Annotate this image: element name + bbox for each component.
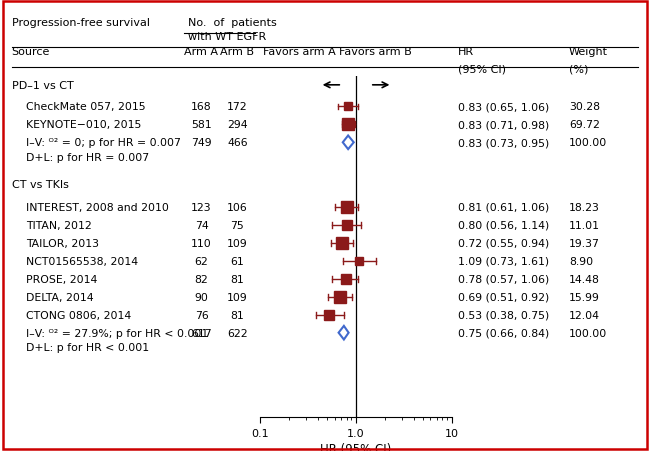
Text: TAILOR, 2013: TAILOR, 2013 [26,238,99,249]
Text: DELTA, 2014: DELTA, 2014 [26,292,94,302]
Text: (%): (%) [569,64,588,74]
Text: I–V: ᴼ² = 0; p for HR = 0.007: I–V: ᴼ² = 0; p for HR = 0.007 [26,138,181,148]
Text: (95% CI): (95% CI) [458,64,506,74]
Text: KEYNOTE−010, 2015: KEYNOTE−010, 2015 [26,120,142,130]
Text: TITAN, 2012: TITAN, 2012 [26,221,92,230]
Text: 81: 81 [230,274,244,284]
Text: 294: 294 [227,120,248,130]
Text: Source: Source [12,47,50,57]
Text: 62: 62 [194,256,209,266]
Text: Arm B: Arm B [220,47,254,57]
Text: PD–1 vs CT: PD–1 vs CT [12,81,73,91]
Text: Progression-free survival: Progression-free survival [12,18,150,28]
Text: Weight: Weight [569,47,608,57]
Text: 1.09 (0.73, 1.61): 1.09 (0.73, 1.61) [458,256,549,266]
Text: CTONG 0806, 2014: CTONG 0806, 2014 [26,310,131,320]
Text: 74: 74 [194,221,209,230]
Text: 0.75 (0.66, 0.84): 0.75 (0.66, 0.84) [458,328,549,338]
Text: 106: 106 [227,202,248,212]
Text: Arm A: Arm A [185,47,218,57]
Text: 581: 581 [191,120,212,130]
Text: Favors arm B: Favors arm B [339,47,412,57]
Text: 75: 75 [230,221,244,230]
Text: 14.48: 14.48 [569,274,599,284]
Text: 0.83 (0.73, 0.95): 0.83 (0.73, 0.95) [458,138,549,148]
Text: 168: 168 [191,102,212,112]
Text: 8.90: 8.90 [569,256,593,266]
Text: NCT01565538, 2014: NCT01565538, 2014 [26,256,138,266]
Text: 109: 109 [227,238,248,249]
Text: 15.99: 15.99 [569,292,599,302]
Text: 30.28: 30.28 [569,102,600,112]
Text: 172: 172 [227,102,248,112]
Text: 0.72 (0.55, 0.94): 0.72 (0.55, 0.94) [458,238,549,249]
Text: 11.01: 11.01 [569,221,600,230]
Text: D+L: p for HR < 0.001: D+L: p for HR < 0.001 [26,342,149,352]
Text: 0.80 (0.56, 1.14): 0.80 (0.56, 1.14) [458,221,549,230]
Text: CheckMate 057, 2015: CheckMate 057, 2015 [26,102,146,112]
Text: 0.78 (0.57, 1.06): 0.78 (0.57, 1.06) [458,274,549,284]
Text: 18.23: 18.23 [569,202,599,212]
Text: INTEREST, 2008 and 2010: INTEREST, 2008 and 2010 [26,202,169,212]
Text: 123: 123 [191,202,212,212]
Text: 76: 76 [194,310,209,320]
Text: PROSE, 2014: PROSE, 2014 [26,274,97,284]
Text: 0.53 (0.38, 0.75): 0.53 (0.38, 0.75) [458,310,549,320]
Text: 81: 81 [230,310,244,320]
Text: 0.69 (0.51, 0.92): 0.69 (0.51, 0.92) [458,292,549,302]
Text: 0.83 (0.65, 1.06): 0.83 (0.65, 1.06) [458,102,549,112]
Text: D+L: p for HR = 0.007: D+L: p for HR = 0.007 [26,152,149,162]
Text: 622: 622 [227,328,248,338]
Text: No.  of  patients: No. of patients [188,18,278,28]
Text: 82: 82 [194,274,209,284]
Text: 100.00: 100.00 [569,328,607,338]
Text: 749: 749 [191,138,212,148]
Text: 617: 617 [191,328,212,338]
Text: 100.00: 100.00 [569,138,607,148]
Text: 61: 61 [230,256,244,266]
Text: 90: 90 [194,292,209,302]
X-axis label: HR (95% CI): HR (95% CI) [320,442,391,451]
Text: I–V: ᴼ² = 27.9%; p for HR < 0.001: I–V: ᴼ² = 27.9%; p for HR < 0.001 [26,328,208,338]
Text: 109: 109 [227,292,248,302]
Text: 0.81 (0.61, 1.06): 0.81 (0.61, 1.06) [458,202,549,212]
Text: HR: HR [458,47,474,57]
Text: CT vs TKIs: CT vs TKIs [12,179,69,189]
Text: 12.04: 12.04 [569,310,600,320]
Text: 0.83 (0.71, 0.98): 0.83 (0.71, 0.98) [458,120,549,130]
Text: 19.37: 19.37 [569,238,599,249]
Text: 466: 466 [227,138,248,148]
Text: 110: 110 [191,238,212,249]
Text: 69.72: 69.72 [569,120,599,130]
Text: with WT EGFR: with WT EGFR [188,32,266,41]
Text: Favors arm A: Favors arm A [263,47,335,57]
